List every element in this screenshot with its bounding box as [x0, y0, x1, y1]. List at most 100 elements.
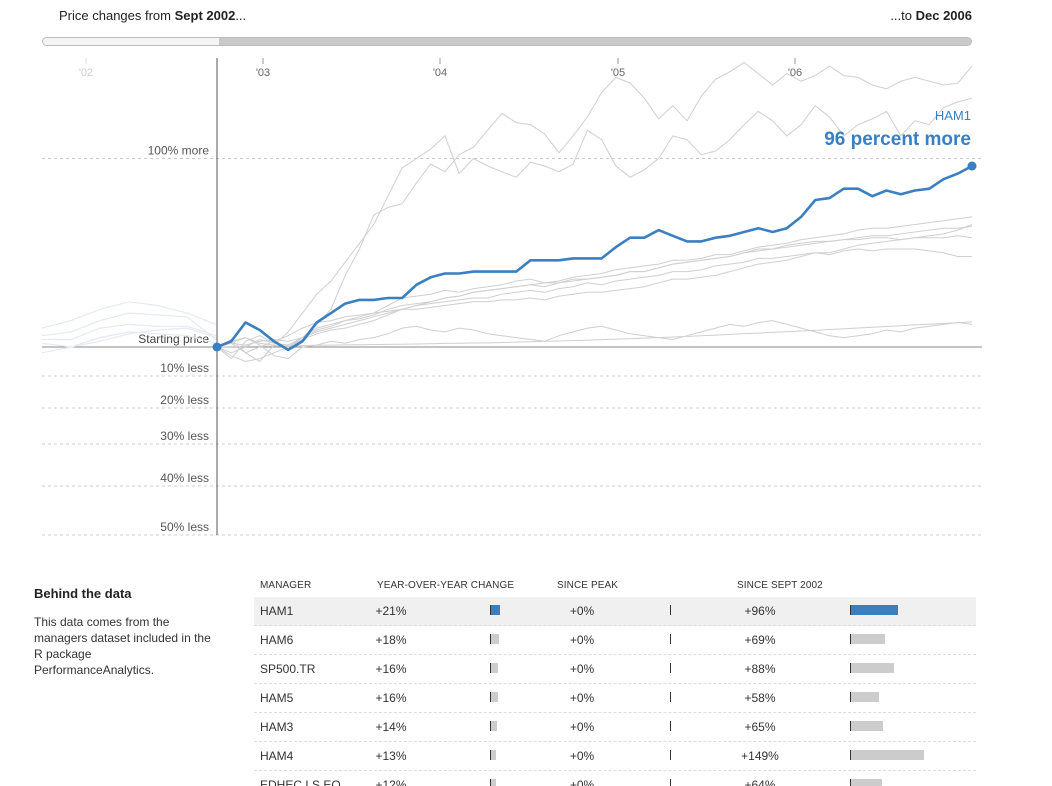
since-peak-value: +0%	[569, 633, 595, 647]
series-line[interactable]	[216, 320, 973, 360]
y-axis-labels: 100% more Starting price 10% less 20% less 3…	[138, 144, 209, 535]
highlight-series-annotation: 96 percent more	[824, 129, 971, 150]
yoy-change-bar	[491, 779, 497, 786]
ghost-series-line	[42, 323, 217, 341]
manager-name: HAM4	[260, 749, 294, 763]
yoy-change-bar	[491, 692, 498, 702]
table-header: MANAGER YEAR-OVER-YEAR CHANGE SINCE PEAK…	[254, 578, 976, 597]
x-axis-ticks: '02 '03 '04 '05 '06	[79, 58, 802, 79]
yoy-change-value: +13%	[375, 749, 407, 763]
since-start-value: +58%	[744, 691, 776, 705]
manager-name: EDHEC LS EQ	[260, 778, 341, 786]
yoy-change-bar-baseline	[490, 692, 491, 702]
table-row[interactable]: SP500.TR +16% +0% +88%	[254, 655, 976, 684]
highlight-end-point[interactable]	[967, 161, 977, 171]
table-row[interactable]: HAM1 +21% +0% +96%	[254, 597, 976, 626]
series-line[interactable]	[216, 224, 973, 354]
since-peak-value: +0%	[569, 778, 595, 786]
series-line[interactable]	[216, 248, 972, 363]
date-range-slider[interactable]	[42, 37, 972, 46]
yoy-change-bar-baseline	[490, 663, 491, 673]
manager-name: HAM1	[260, 604, 294, 618]
since-peak-bar-baseline	[670, 663, 671, 673]
series-line[interactable]	[216, 61, 973, 360]
col-since-header: SINCE SEPT 2002	[737, 580, 823, 591]
since-start-bar	[851, 779, 883, 786]
manager-name: HAM6	[260, 633, 294, 647]
y-tick-label: 30% less	[160, 429, 209, 443]
since-start-bar	[851, 692, 880, 702]
yoy-change-value: +16%	[375, 662, 407, 676]
highlight-series-line[interactable]	[216, 164, 973, 352]
range-start-suffix: ...	[235, 8, 247, 23]
yoy-change-value: +12%	[375, 778, 407, 786]
col-yoy-header: YEAR-OVER-YEAR CHANGE	[377, 580, 515, 591]
since-peak-value: +0%	[569, 749, 595, 763]
since-start-bar-baseline	[850, 721, 851, 731]
since-peak-value: +0%	[569, 604, 595, 618]
yoy-change-value: +21%	[375, 604, 407, 618]
date-range-selection[interactable]	[219, 38, 971, 45]
since-peak-bar-baseline	[670, 750, 671, 760]
range-start-date: Sept 2002	[174, 8, 236, 23]
table-row[interactable]: HAM4 +13% +0% +149%	[254, 742, 976, 771]
other-series-lines	[216, 61, 973, 363]
since-start-bar-baseline	[850, 750, 851, 760]
yoy-change-bar-baseline	[490, 721, 491, 731]
table-row[interactable]: EDHEC LS EQ +12% +0% +64%	[254, 771, 976, 786]
yoy-change-bar	[491, 663, 498, 673]
manager-name: SP500.TR	[260, 662, 316, 676]
x-tick-label: '06	[788, 67, 802, 79]
since-peak-value: +0%	[569, 720, 595, 734]
series-line[interactable]	[216, 97, 973, 363]
series-line[interactable]	[216, 321, 973, 348]
y-tick-label: 100% more	[148, 144, 210, 158]
series-line[interactable]	[216, 225, 973, 348]
highlight-start-point[interactable]	[212, 342, 222, 352]
manager-table: MANAGER YEAR-OVER-YEAR CHANGE SINCE PEAK…	[254, 578, 976, 786]
yoy-change-bar-baseline	[490, 634, 491, 644]
highlight-series-name: HAM1	[935, 108, 971, 123]
x-tick-label: '05	[611, 67, 625, 79]
table-row[interactable]: HAM3 +14% +0% +65%	[254, 713, 976, 742]
since-start-value: +149%	[741, 749, 779, 763]
table-row[interactable]: HAM5 +16% +0% +58%	[254, 684, 976, 713]
since-peak-bar-baseline	[670, 692, 671, 702]
behind-the-data-title: Behind the data	[34, 586, 132, 601]
range-end-label: ...to Dec 2006	[890, 8, 972, 23]
yoy-change-bar-baseline	[490, 750, 491, 760]
yoy-change-value: +18%	[375, 633, 407, 647]
since-start-value: +69%	[744, 633, 776, 647]
since-start-bar	[851, 750, 924, 760]
y-tick-label: 10% less	[160, 361, 209, 375]
yoy-change-bar-baseline	[490, 779, 491, 786]
since-peak-bar-baseline	[670, 605, 671, 615]
range-start-prefix: Price changes from	[59, 8, 175, 23]
table-row[interactable]: HAM6 +18% +0% +69%	[254, 626, 976, 655]
y-tick-label: 40% less	[160, 471, 209, 485]
manager-name: HAM5	[260, 691, 294, 705]
range-start-label: Price changes from Sept 2002...	[59, 8, 246, 23]
since-peak-bar-baseline	[670, 721, 671, 731]
ghost-series-line	[41, 301, 217, 329]
ghost-series-line	[41, 327, 217, 354]
range-end-date: Dec 2006	[915, 8, 972, 23]
since-start-value: +64%	[744, 778, 776, 786]
since-start-bar-baseline	[850, 692, 851, 702]
since-start-value: +88%	[744, 662, 776, 676]
ghost-series-line	[41, 312, 217, 340]
highlight-series[interactable]	[212, 161, 977, 352]
range-end-prefix: ...to	[890, 8, 916, 23]
since-start-bar	[851, 663, 895, 673]
y-tick-label: 20% less	[160, 393, 209, 407]
since-peak-value: +0%	[569, 662, 595, 676]
col-manager-header: MANAGER	[260, 580, 312, 591]
since-start-bar-baseline	[850, 605, 851, 615]
since-peak-bar-baseline	[670, 779, 671, 786]
yoy-change-bar	[491, 634, 499, 644]
pre-range-ghost-series	[41, 301, 217, 354]
y-tick-label: 50% less	[160, 520, 209, 534]
yoy-change-bar	[491, 721, 497, 731]
since-peak-value: +0%	[569, 691, 595, 705]
